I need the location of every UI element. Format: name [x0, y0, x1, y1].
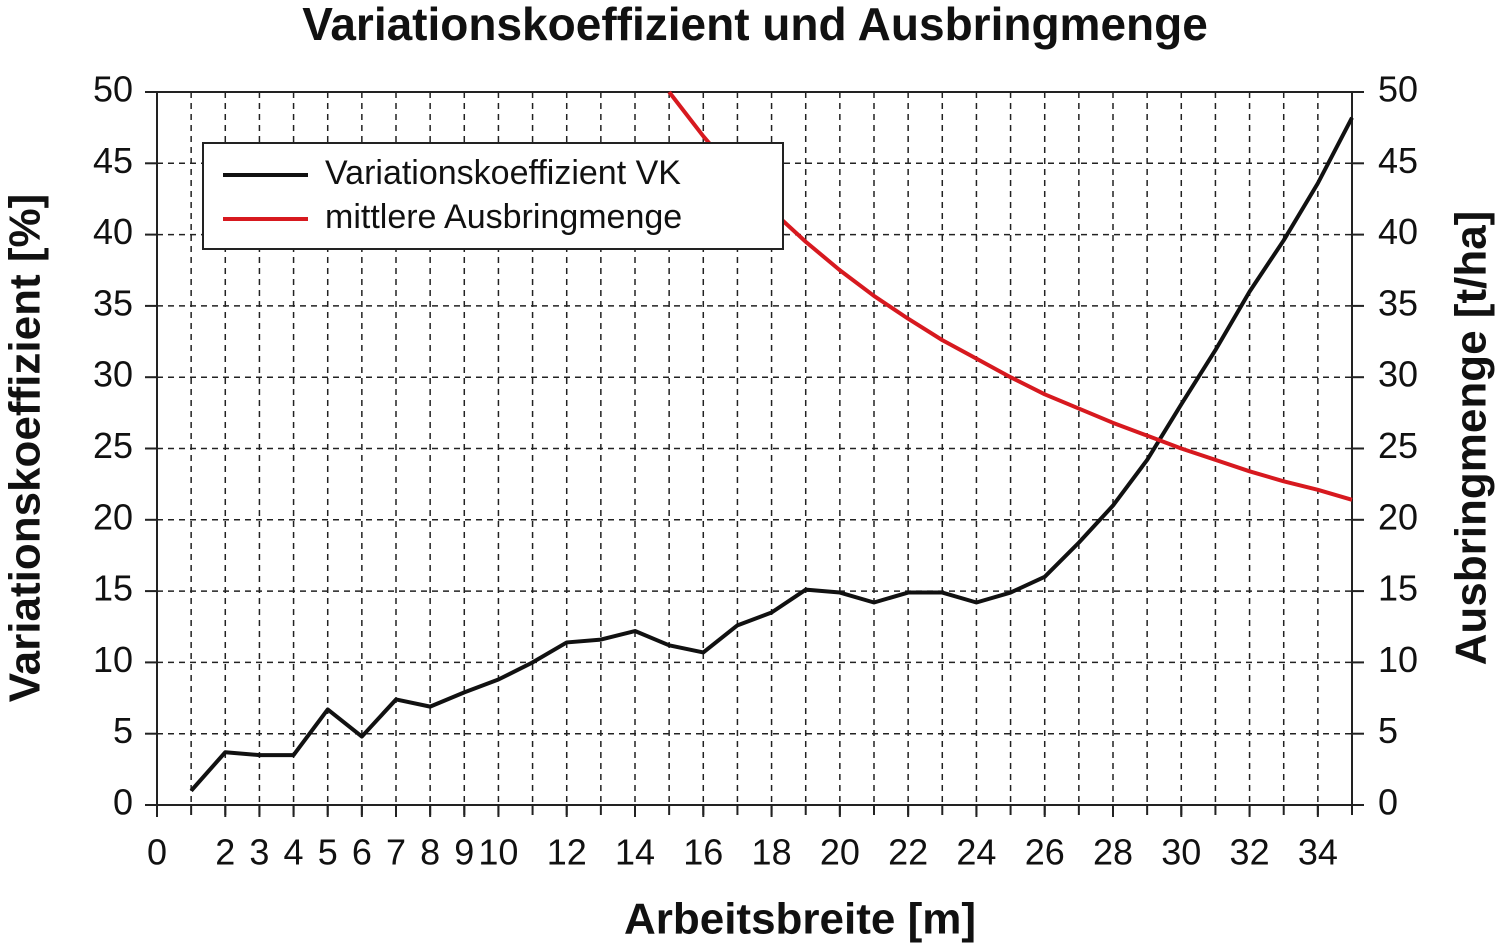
- x-tick-label: 8: [420, 832, 440, 873]
- chart-title: Variationskoeffizient und Ausbringmenge: [302, 0, 1208, 50]
- x-tick-label: 4: [284, 832, 304, 873]
- y2-axis-title: Ausbringmenge [t/ha]: [1447, 211, 1496, 666]
- legend-label: mittlere Ausbringmenge: [325, 198, 682, 236]
- x-tick-label: 26: [1025, 832, 1065, 873]
- x-tick-label: 2: [215, 832, 235, 873]
- x-axis-title: Arbeitsbreite [m]: [624, 895, 976, 944]
- x-tick-label: 18: [752, 832, 792, 873]
- x-tick-label: 34: [1298, 832, 1338, 873]
- y-tick-label: 5: [113, 710, 133, 751]
- x-tick-label: 9: [454, 832, 474, 873]
- y2-tick-label: 30: [1378, 354, 1418, 395]
- y-tick-label: 40: [93, 211, 133, 252]
- y-tick-label: 30: [93, 354, 133, 395]
- y2-tick-label: 45: [1378, 140, 1418, 181]
- y2-tick-label: 20: [1378, 496, 1418, 537]
- x-tick-label: 5: [318, 832, 338, 873]
- x-tick-label: 20: [820, 832, 860, 873]
- y2-tick-label: 40: [1378, 211, 1418, 252]
- y2-tick-label: 15: [1378, 568, 1418, 609]
- x-tick-label: 6: [352, 832, 372, 873]
- x-tick-label: 7: [386, 832, 406, 873]
- x-tick-label: 10: [478, 832, 518, 873]
- x-tick-label: 32: [1230, 832, 1270, 873]
- y2-tick-label: 35: [1378, 282, 1418, 323]
- y-tick-label: 0: [113, 782, 133, 823]
- x-tick-label: 12: [547, 832, 587, 873]
- x-tick-label: 16: [683, 832, 723, 873]
- y-tick-label: 10: [93, 639, 133, 680]
- y-axis-title: Variationskoeffizient [%]: [1, 194, 50, 703]
- y2-tick-label: 50: [1378, 69, 1418, 110]
- x-tick-label: 0: [147, 832, 167, 873]
- x-tick-label: 3: [249, 832, 269, 873]
- y2-tick-label: 25: [1378, 425, 1418, 466]
- legend-box: [202, 142, 784, 250]
- x-tick-label: 30: [1161, 832, 1201, 873]
- y-tick-label: 45: [93, 140, 133, 181]
- y-tick-label: 25: [93, 425, 133, 466]
- x-tick-label: 28: [1093, 832, 1133, 873]
- y-tick-label: 50: [93, 69, 133, 110]
- plot-frame: [156, 91, 1353, 806]
- legend-label: Variationskoeffizient VK: [325, 154, 681, 192]
- y2-tick-label: 5: [1378, 710, 1398, 751]
- x-tick-label: 22: [888, 832, 928, 873]
- y2-tick-label: 10: [1378, 639, 1418, 680]
- x-tick-label: 24: [956, 832, 996, 873]
- y2-tick-label: 0: [1378, 782, 1398, 823]
- x-tick-label: 14: [615, 832, 655, 873]
- y-tick-label: 15: [93, 568, 133, 609]
- y-tick-label: 35: [93, 282, 133, 323]
- y-tick-label: 20: [93, 496, 133, 537]
